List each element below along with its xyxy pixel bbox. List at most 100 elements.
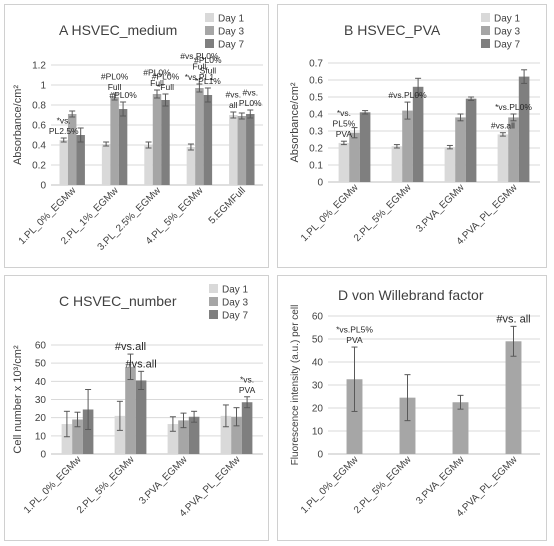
y-tick-label: 50: [35, 359, 47, 370]
chart-title: C HSVEC_number: [59, 293, 177, 309]
legend-label: Day 1: [218, 14, 245, 25]
y-tick-label: 1.2: [32, 61, 46, 72]
bar: [61, 424, 73, 454]
category-label: 2.PL_5%_EGMw: [352, 454, 414, 516]
bar: [161, 100, 170, 185]
annotation-label: #PL0%: [143, 68, 171, 78]
y-tick-label: 0.7: [309, 59, 323, 70]
y-tick-label: 0.5: [309, 93, 323, 104]
bar: [246, 114, 255, 185]
bar: [465, 98, 477, 182]
annotation-label: #vs.all: [115, 341, 146, 353]
annotation-label: *vs.PL5%: [336, 325, 373, 335]
legend-label: Day 3: [222, 298, 249, 309]
bar: [338, 142, 350, 182]
bar: [391, 146, 403, 182]
chart-panel-a: A HSVEC_medium 0 0.2 0.4 0.6 0.8 1 1.2 Absorbanc…: [4, 4, 269, 268]
y-axis-label: Cell number x 10³/cm²: [12, 345, 24, 454]
chart-title: A HSVEC_medium: [59, 22, 177, 38]
bar: [231, 416, 242, 454]
bar: [114, 415, 126, 454]
bar: [82, 409, 94, 454]
chart-svg: A HSVEC_medium 0 0.2 0.4 0.6 0.8 1 1.2 Absorbanc…: [12, 13, 263, 253]
y-tick-label: 0.4: [309, 110, 323, 121]
y-tick-label: 20: [35, 413, 47, 424]
annotation-label: #PL0%: [194, 55, 222, 65]
bar: [518, 76, 530, 182]
y-axis-label: Fluorescence intensity (a.u.) per cell: [290, 305, 301, 466]
annotation-label: Full: [193, 62, 207, 72]
annotation-label: *vs.PL0%: [495, 102, 532, 112]
category-label: 1.PL_0%_EGMw: [299, 454, 361, 516]
y-tick-label: 30: [312, 381, 324, 392]
bar: [241, 402, 253, 454]
bar: [186, 147, 196, 185]
chart-svg: D von Willebrand factor 0 10 20 30 40 50 60 Fluo…: [290, 287, 540, 519]
y-tick-label: 0.3: [309, 127, 323, 138]
y-tick-label: 0: [317, 178, 323, 189]
y-tick-label: 0: [40, 450, 46, 461]
category-label: 3.PVA_EGMw: [414, 182, 467, 235]
annotation-label: #vs.PL0%: [180, 51, 219, 61]
legend-label: Day 1: [222, 285, 249, 296]
y-tick-label: 20: [312, 404, 324, 415]
bar: [67, 114, 77, 185]
annotation-label: #PL0%: [109, 90, 137, 100]
legend-label: Day 7: [218, 40, 245, 51]
y-tick-label: 60: [312, 312, 324, 323]
legend-swatch: [481, 26, 490, 35]
bar: [118, 109, 128, 185]
y-tick-label: 0.6: [309, 76, 323, 87]
category-label: 3.PVA_EGMw: [414, 454, 467, 507]
annotation-label: #vs.all: [126, 358, 157, 370]
y-tick-label: 50: [312, 335, 324, 346]
annotation-label: #vs.all: [491, 121, 515, 131]
legend-swatch: [205, 13, 214, 22]
category-label: 1.PL_0%_EGMw: [299, 182, 361, 244]
category-label: 3.PVA_EGMw: [137, 454, 190, 507]
legend-label: Day 7: [222, 311, 249, 322]
bar: [76, 135, 85, 185]
annotation-label: #vs.: [226, 90, 242, 100]
y-tick-label: 10: [35, 431, 47, 442]
legend-swatch: [209, 310, 218, 319]
chart-svg: C HSVEC_number 0 10 20 30 40 50 60 Cell number x…: [12, 284, 263, 519]
legend-label: Day 1: [494, 14, 521, 25]
y-tick-label: 60: [35, 341, 47, 352]
bar: [229, 115, 238, 185]
y-tick-label: 0.6: [32, 121, 46, 132]
annotation-label: *PL1%: [195, 76, 221, 86]
annotation-label: #PL0%: [152, 72, 180, 82]
bar: [110, 97, 119, 185]
y-tick-label: 10: [312, 427, 324, 438]
y-tick-label: 1: [40, 81, 46, 92]
bar: [505, 341, 522, 454]
y-tick-label: 0.8: [32, 101, 46, 112]
y-tick-label: 40: [35, 377, 47, 388]
chart-panel-c: C HSVEC_number 0 10 20 30 40 50 60 Cell number x…: [4, 275, 269, 541]
bar: [59, 140, 68, 185]
legend-swatch: [209, 284, 218, 293]
bar: [359, 112, 371, 182]
annotation-label: #vs. all: [496, 313, 530, 325]
bar: [152, 94, 162, 185]
annotation-label: #vs.PL0%: [388, 90, 427, 100]
y-tick-label: 30: [35, 395, 47, 406]
y-tick-label: 0.4: [32, 141, 46, 152]
annotation-label: #vs.: [242, 88, 258, 98]
bar: [399, 397, 416, 454]
annotation-label: PL2.5%: [49, 126, 79, 136]
bar: [444, 147, 456, 182]
annotation-label: #PL0%: [101, 72, 129, 82]
bar: [195, 88, 204, 185]
y-axis-label: Absorbance/cm²: [289, 82, 301, 162]
y-tick-label: 40: [312, 358, 324, 369]
annotation-label: *vs.: [337, 108, 351, 118]
legend-swatch: [209, 297, 218, 306]
annotation-label: Full: [108, 82, 122, 92]
annotation-label: Full: [150, 78, 164, 88]
bar: [237, 116, 247, 185]
bar: [72, 419, 83, 454]
annotation-label: all: [229, 100, 238, 110]
